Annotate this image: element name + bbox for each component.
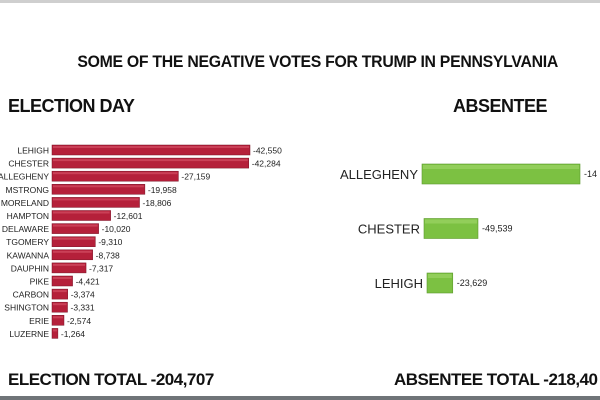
bar [51,288,68,300]
category-label: LEHIGH [17,146,49,156]
value-label: -7,317 [89,263,113,273]
category-label: PIKE [30,277,50,287]
value-label: -3,374 [71,290,95,300]
absentee-heading: ABSENTEE [453,96,548,116]
value-label: -1,264 [61,329,85,339]
bar-highlight [53,146,249,148]
bar [51,144,251,156]
category-label: KAWANNA [7,250,50,260]
value-label: -42,550 [253,146,282,156]
bar-highlight [425,219,477,224]
category-label: TGOMERY [6,237,49,247]
category-label: DAUPHIN [11,263,49,273]
value-label: -8,738 [96,250,120,260]
category-label: LEHIGH [375,276,423,291]
bar-highlight [53,303,67,306]
bar [51,210,111,221]
category-label: ALLEGHENY [0,172,49,182]
value-label: -9,310 [98,237,122,247]
value-label: -14 [584,169,597,179]
chart-title: SOME OF THE NEGATIVE VOTES FOR TRUMP IN … [77,52,558,71]
bar [51,315,65,326]
absentee-chart: ALLEGHENY -14 CHESTER -49,539 LEHIGH -23,629 [340,163,597,294]
bar-highlight [53,185,144,188]
bar [51,275,73,287]
category-label: HAMPTON [7,211,49,221]
category-label: DELAWARE [2,224,49,234]
bar-highlight [53,263,86,266]
value-label: -10,020 [102,224,131,234]
value-label: -27,159 [181,172,210,182]
value-label: -49,539 [482,224,513,234]
bottom-border [0,396,600,400]
bar-highlight [53,237,95,240]
category-label: ERIE [29,316,49,326]
bar-highlight [53,211,110,214]
category-label: SHINGTON [4,303,49,313]
category-label: MSTRONG [6,185,49,195]
bar [51,328,59,339]
value-label: -3,331 [71,303,95,313]
bar [51,249,93,261]
election-day-heading: ELECTION DAY [8,96,135,116]
category-label: MORELAND [1,198,49,208]
value-label: -42,284 [252,159,281,169]
bar [51,157,250,169]
bar [51,184,146,195]
bar-highlight [53,316,63,319]
value-label: -2,574 [67,316,91,326]
value-label: -4,421 [76,277,100,287]
value-label: -12,601 [114,211,143,221]
bar [51,236,96,247]
election-total: ELECTION TOTAL -204,707 [8,370,214,389]
category-label: LUZERNE [9,329,49,339]
bar [51,262,87,274]
bar-highlight [53,159,248,162]
bar-highlight [53,224,98,227]
category-label: CARBON [13,290,49,300]
bar-highlight [428,274,452,278]
value-label: -19,958 [148,185,177,195]
category-label: ALLEGHENY [340,167,418,182]
category-label: CHESTER [8,159,49,169]
top-border [0,0,600,3]
bar-highlight [53,290,67,293]
bar [51,170,179,182]
bar [51,223,99,234]
bar-highlight [53,172,178,175]
value-label: -18,806 [143,198,172,208]
bar-highlight [423,165,579,169]
category-label: CHESTER [358,222,420,237]
bar [51,301,68,313]
bar-highlight [53,329,57,332]
election-day-chart: LEHIGH -42,550 CHESTER -42,284 ALLEGHENY -27,… [0,144,282,339]
bar-highlight [53,277,72,279]
value-label: -23,629 [457,278,488,288]
bar-highlight [53,198,139,201]
bar-highlight [53,250,92,253]
bar [51,197,140,208]
absentee-total: ABSENTEE TOTAL -218,40 [394,370,598,389]
